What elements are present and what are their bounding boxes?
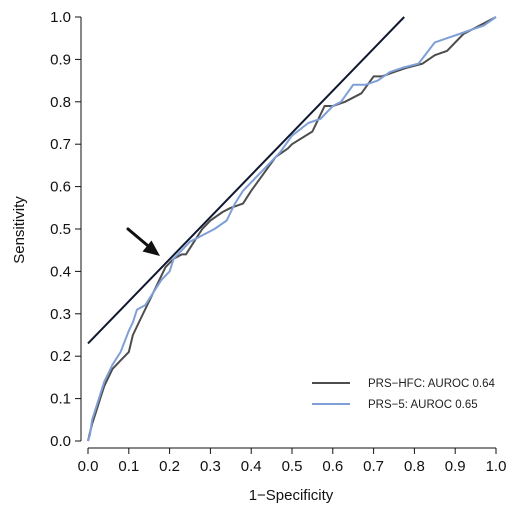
y-tick-label: 0.4 bbox=[50, 263, 71, 280]
x-tick-label: 0.0 bbox=[78, 458, 99, 475]
legend: PRS−HFC: AUROC 0.64 PRS−5: AUROC 0.65 bbox=[312, 378, 495, 411]
x-tick-label: 0.7 bbox=[363, 458, 384, 475]
x-tick-label: 0.9 bbox=[445, 458, 466, 475]
plot-lines bbox=[87, 16, 497, 442]
x-tick-label: 0.6 bbox=[322, 458, 343, 475]
legend-label-1: PRS−HFC: AUROC 0.64 bbox=[368, 378, 495, 390]
x-tick-label: 0.3 bbox=[200, 458, 221, 475]
x-axis-title: 1−Specificity bbox=[249, 487, 334, 504]
y-tick-label: 0.9 bbox=[50, 51, 71, 68]
x-axis: 0.0 0.1 0.2 0.3 0.4 0.5 0.6 0.7 0.8 0.9 1.0 bbox=[78, 447, 507, 475]
series-line-2 bbox=[87, 16, 497, 442]
y-tick-label: 1.0 bbox=[50, 9, 71, 26]
series-line-1 bbox=[87, 16, 497, 442]
x-tick-label: 0.8 bbox=[404, 458, 425, 475]
y-tick-label: 0.5 bbox=[50, 221, 71, 238]
arrow-shaft bbox=[126, 227, 149, 247]
y-axis: 0.0 0.1 0.2 0.3 0.4 0.5 0.6 0.7 0.8 0.9 1.0 bbox=[50, 9, 82, 450]
x-tick-label: 0.5 bbox=[282, 458, 303, 475]
y-tick-label: 0.0 bbox=[50, 433, 71, 450]
x-tick-label: 0.4 bbox=[241, 458, 262, 475]
x-tick-label: 1.0 bbox=[486, 458, 507, 475]
y-tick-label: 0.6 bbox=[50, 179, 71, 196]
y-tick-label: 0.8 bbox=[50, 94, 71, 111]
reference-line bbox=[87, 16, 405, 345]
y-tick-label: 0.3 bbox=[50, 306, 71, 323]
annotation-arrow bbox=[126, 227, 160, 256]
y-tick-label: 0.1 bbox=[50, 391, 71, 408]
x-tick-label: 0.2 bbox=[159, 458, 180, 475]
y-tick-label: 0.2 bbox=[50, 348, 71, 365]
x-tick-label: 0.1 bbox=[118, 458, 139, 475]
legend-label-2: PRS−5: AUROC 0.65 bbox=[368, 399, 478, 411]
y-tick-label: 0.7 bbox=[50, 136, 71, 153]
arrow-head bbox=[142, 240, 160, 256]
y-axis-title: Sensitivity bbox=[11, 196, 28, 264]
